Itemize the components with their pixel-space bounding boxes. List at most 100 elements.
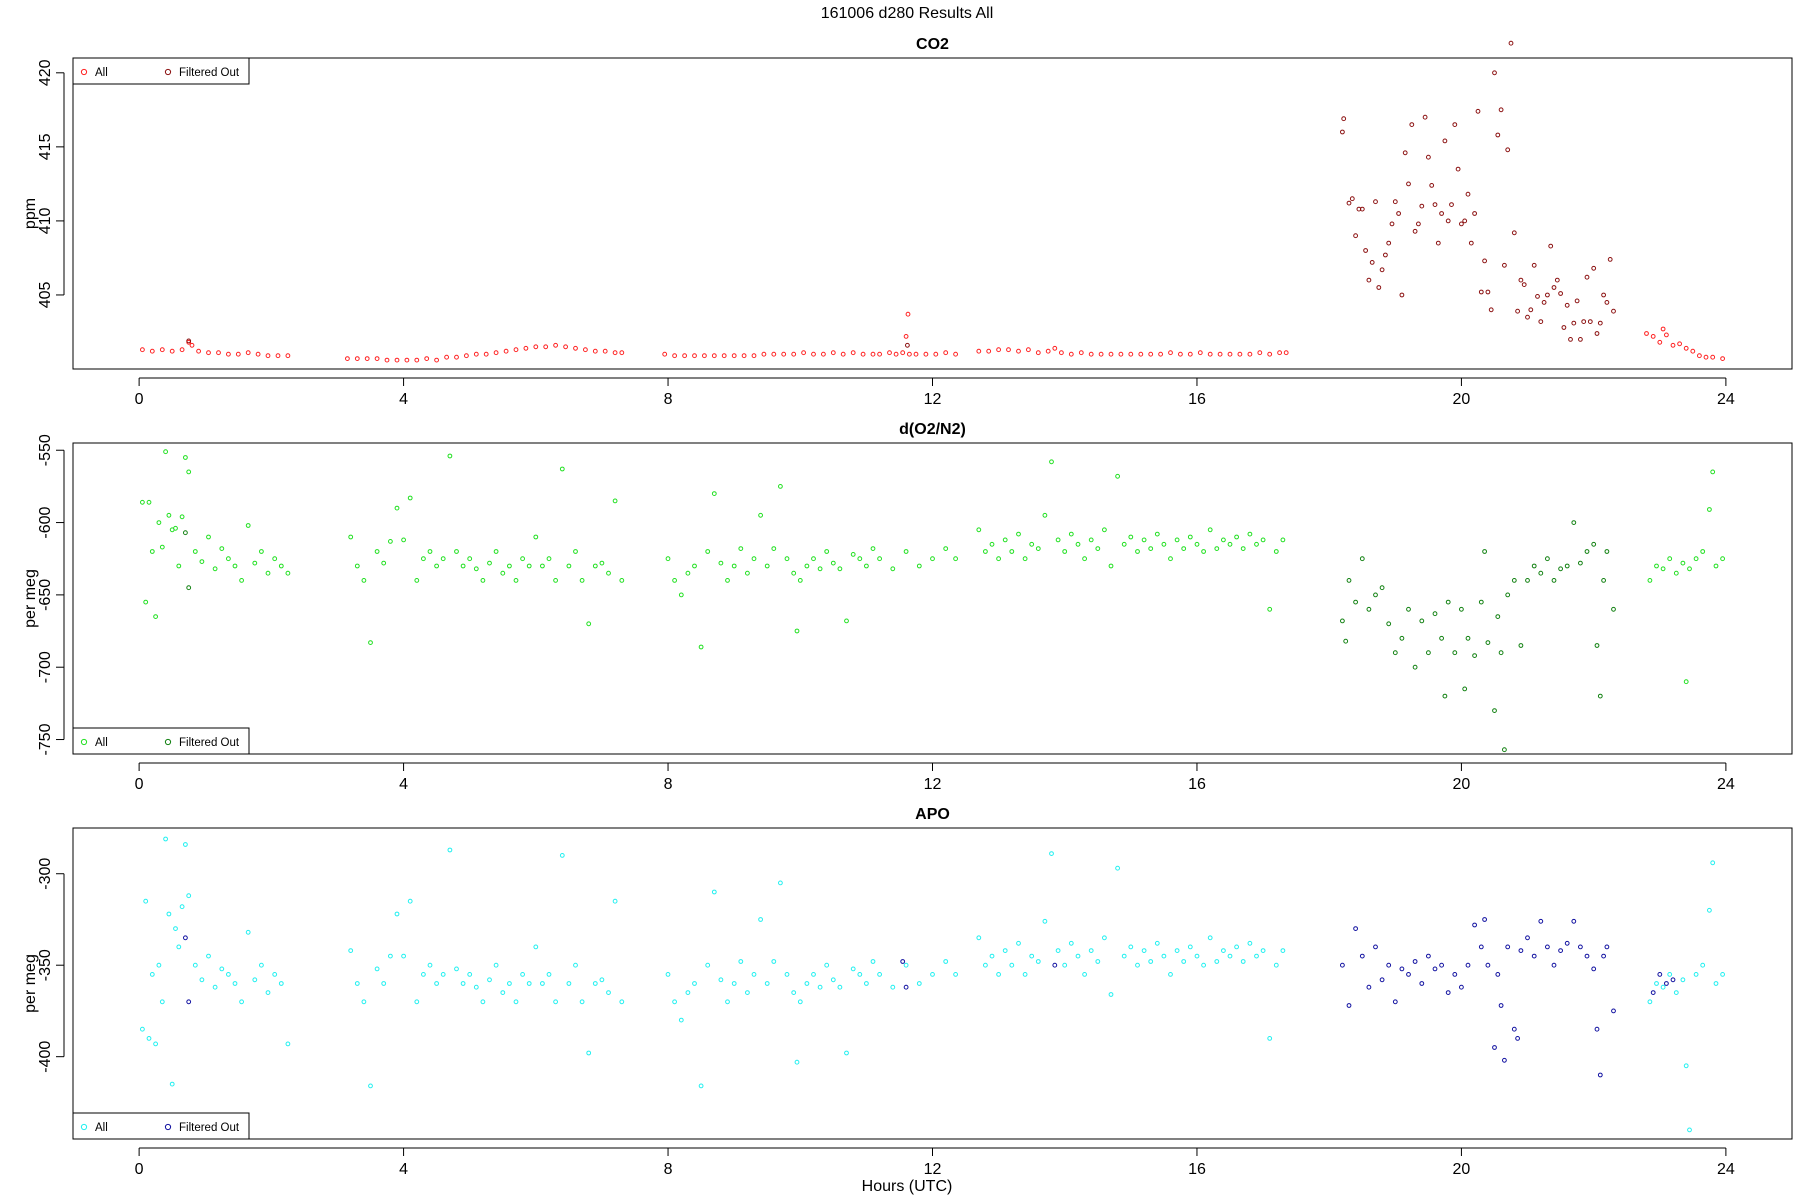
legend-marker	[80, 738, 88, 746]
data-point	[1502, 1057, 1507, 1063]
data-point	[996, 556, 1001, 562]
data-point	[272, 972, 278, 977]
data-point	[1006, 347, 1011, 353]
data-point	[1664, 332, 1669, 338]
data-point	[1075, 953, 1081, 959]
data-point	[751, 556, 757, 562]
data-point	[1161, 953, 1167, 959]
data-point	[1187, 534, 1193, 540]
x-tick-label: 20	[1453, 776, 1471, 793]
data-point	[1475, 108, 1481, 114]
data-point	[1492, 70, 1497, 76]
data-point	[1693, 972, 1699, 977]
x-tick-label: 8	[664, 776, 673, 793]
data-point	[1168, 972, 1173, 977]
data-point	[1578, 944, 1583, 950]
data-point	[454, 966, 459, 972]
data-point	[1462, 218, 1468, 224]
data-point	[698, 644, 704, 650]
x-tick-label: 0	[135, 1161, 144, 1178]
data-point	[698, 1083, 704, 1089]
data-point	[1207, 527, 1213, 533]
data-point	[1154, 940, 1160, 946]
data-point	[1277, 350, 1282, 356]
data-point	[1687, 566, 1692, 572]
data-point	[864, 981, 869, 986]
data-point	[1221, 537, 1226, 543]
data-point	[1591, 966, 1597, 972]
data-point	[930, 556, 935, 562]
data-point	[1389, 221, 1395, 227]
data-point	[764, 563, 770, 569]
data-point	[784, 556, 790, 562]
x-tick-label: 0	[135, 391, 144, 408]
data-point	[844, 1050, 849, 1056]
data-point	[1647, 578, 1653, 583]
data-point	[401, 953, 407, 959]
x-tick-label: 16	[1188, 776, 1206, 793]
data-point	[612, 898, 618, 904]
data-point	[278, 563, 284, 569]
data-point	[1508, 40, 1514, 46]
data-point	[1234, 534, 1239, 540]
x-tick-label: 16	[1188, 391, 1206, 408]
data-point	[1035, 546, 1041, 551]
data-point	[1647, 999, 1653, 1005]
data-point	[348, 534, 354, 540]
data-point	[1399, 966, 1405, 972]
data-point	[219, 966, 225, 972]
data-point	[1710, 860, 1716, 866]
data-point	[903, 549, 909, 554]
data-point	[219, 546, 225, 551]
legend-marker	[80, 68, 88, 76]
data-point	[149, 549, 155, 554]
data-point	[1660, 326, 1666, 332]
data-point	[414, 578, 420, 583]
data-point	[169, 1081, 175, 1087]
data-point	[1607, 257, 1613, 262]
legend-box	[72, 727, 250, 755]
data-point	[159, 544, 165, 550]
data-point	[830, 350, 836, 356]
data-point	[1564, 563, 1570, 569]
data-point	[1227, 351, 1233, 357]
data-point	[1102, 935, 1107, 941]
panel-title: d(O2/N2)	[899, 421, 966, 438]
data-point	[1591, 541, 1597, 547]
data-point	[1551, 285, 1557, 290]
data-point	[1502, 747, 1507, 753]
data-point	[711, 491, 717, 497]
data-point	[1254, 953, 1259, 959]
data-point	[1558, 948, 1563, 953]
data-point	[196, 348, 202, 354]
data-point	[146, 499, 152, 505]
data-point	[1713, 563, 1719, 569]
data-point	[169, 348, 175, 354]
data-point	[1571, 520, 1577, 525]
plot-frame	[72, 57, 1793, 370]
data-point	[434, 357, 440, 363]
data-point	[1088, 351, 1094, 357]
data-point	[602, 348, 608, 354]
data-point	[1518, 643, 1524, 648]
data-point	[1026, 347, 1031, 353]
data-point	[523, 345, 529, 351]
data-point	[1035, 959, 1041, 964]
data-point	[1558, 291, 1563, 296]
data-point	[1673, 990, 1679, 995]
data-point	[1267, 606, 1273, 612]
data-point	[173, 525, 178, 531]
data-point	[381, 560, 387, 566]
data-point	[520, 556, 525, 562]
data-point	[1267, 351, 1273, 357]
data-point	[1535, 294, 1540, 299]
data-point	[797, 999, 803, 1005]
data-point	[1181, 546, 1187, 551]
data-point	[1545, 292, 1550, 298]
data-point	[1654, 563, 1659, 569]
data-point	[1016, 940, 1021, 946]
data-point	[427, 962, 433, 968]
data-point	[1498, 1003, 1504, 1008]
data-point	[1611, 308, 1616, 314]
data-point	[705, 962, 711, 968]
